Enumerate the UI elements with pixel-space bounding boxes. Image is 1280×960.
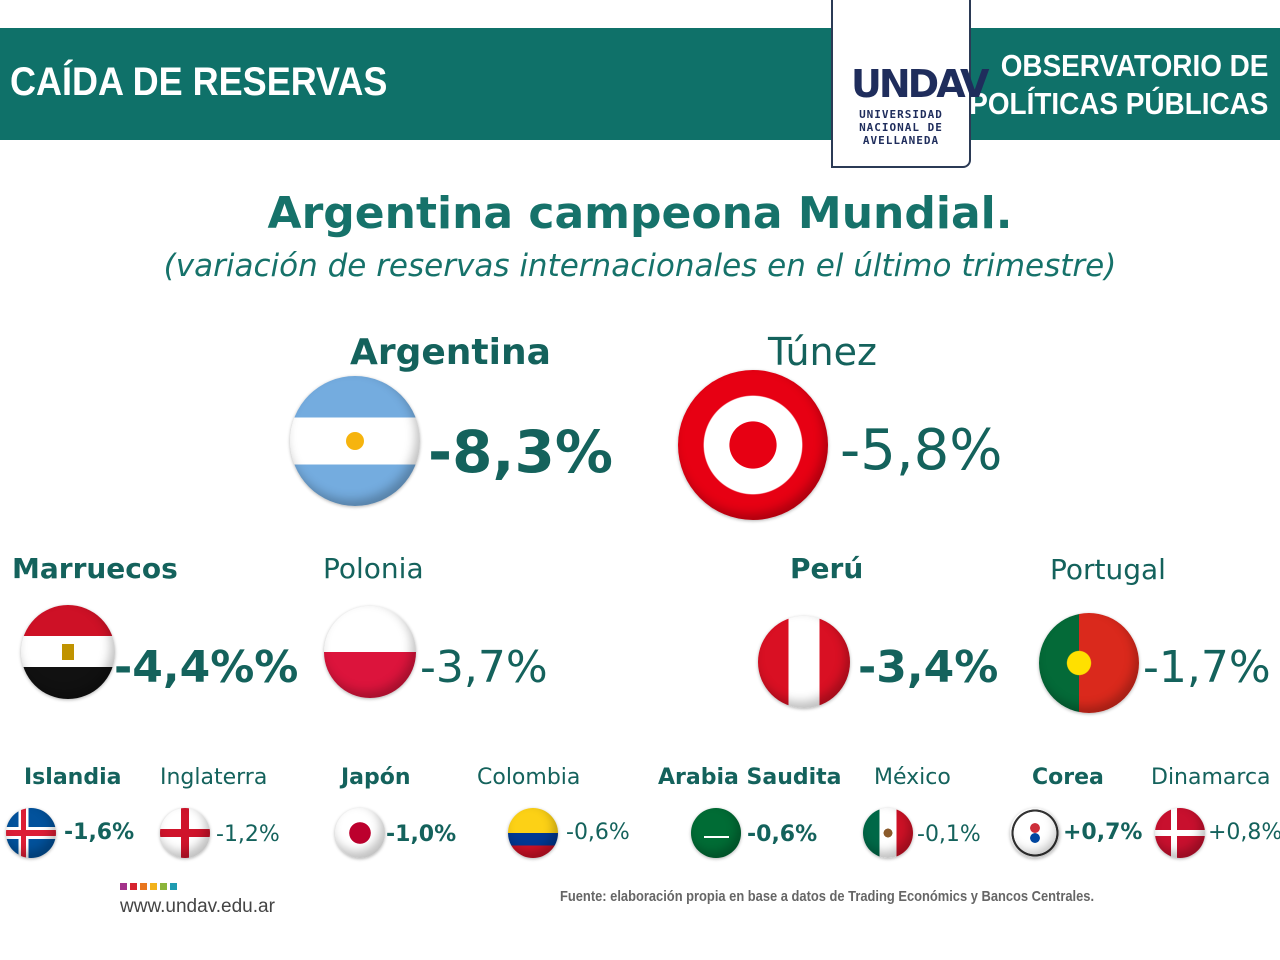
logo-line: AVELLANEDA (862, 134, 940, 147)
source-note: Fuente: elaboración propia en base a dat… (560, 888, 1095, 905)
reserve-variation-value: -1,6% (64, 820, 135, 845)
header-band-right (970, 28, 1280, 140)
header-band-left (0, 28, 832, 140)
country-name: Marruecos (12, 552, 178, 585)
logo-mark: UNDAV (851, 62, 989, 106)
portugal-flag-icon (1039, 613, 1139, 713)
logo-text: UNIVERSIDAD NACIONAL DE AVELLANEDA (833, 108, 969, 147)
country-name: Islandia (24, 765, 122, 790)
reserve-variation-value: -3,4% (858, 642, 999, 693)
subtitle: (variación de reservas internacionales e… (163, 248, 1117, 284)
country-name: Túnez (768, 330, 877, 374)
reserve-variation-value: +0,8% (1208, 820, 1280, 845)
argentina-flag-icon (290, 376, 420, 506)
england-flag-icon (160, 808, 210, 858)
colombia-flag-icon (508, 808, 558, 858)
country-name: Arabia Saudita (658, 765, 842, 790)
denmark-flag-icon (1155, 808, 1205, 858)
iceland-flag-icon (6, 808, 56, 858)
brand-dot (150, 883, 157, 890)
mexico-flag-icon (863, 808, 913, 858)
country-name: Corea (1032, 765, 1104, 790)
brand-dot (140, 883, 147, 890)
country-name: Japón (341, 765, 411, 790)
brand-dot (120, 883, 127, 890)
reserve-variation-value: -1,0% (386, 822, 457, 847)
poland-flag-icon (324, 606, 416, 698)
reserve-variation-value: -5,8% (840, 418, 1003, 483)
japan-flag-icon (335, 808, 385, 858)
brand-dot (130, 883, 137, 890)
observatory-line-2: POLÍTICAS PÚBLICAS (968, 86, 1268, 121)
page-title: CAÍDA DE RESERVAS (10, 60, 388, 104)
country-name: Polonia (323, 552, 424, 585)
country-name: Dinamarca (1151, 765, 1271, 790)
brand-dots (120, 883, 177, 890)
reserve-variation-value: -3,7% (420, 642, 548, 693)
observatory-line-1: OBSERVATORIO DE (1000, 48, 1268, 83)
peru-flag-icon (758, 616, 850, 708)
undav-logo: UNDAV UNIVERSIDAD NACIONAL DE AVELLANEDA (831, 0, 989, 168)
reserve-variation-value: -1,2% (216, 822, 280, 847)
logo-line: UNIVERSIDAD (859, 108, 943, 121)
reserve-variation-value: -4,4%% (114, 642, 299, 693)
country-name: Perú (790, 552, 864, 585)
country-name: Inglaterra (160, 765, 268, 790)
observatory-title: OBSERVATORIO DE POLÍTICAS PÚBLICAS (969, 47, 1268, 123)
reserve-variation-value: +0,7% (1063, 820, 1143, 845)
country-name: Argentina (350, 332, 551, 373)
tunisia-flag-icon (678, 370, 828, 520)
reserve-variation-value: -0,6% (566, 820, 630, 845)
brand-dot (160, 883, 167, 890)
country-name: Portugal (1050, 553, 1166, 586)
saudi-arabia-flag-icon (691, 808, 741, 858)
reserve-variation-value: -1,7% (1143, 642, 1271, 693)
korea-flag-icon (1010, 808, 1060, 858)
country-name: Colombia (477, 765, 581, 790)
brand-dot (170, 883, 177, 890)
website-link[interactable]: www.undav.edu.ar (120, 896, 275, 917)
egypt-flag-icon (21, 605, 115, 699)
reserve-variation-value: -8,3% (428, 418, 613, 486)
reserve-variation-value: -0,1% (917, 822, 981, 847)
logo-line: NACIONAL DE (859, 121, 943, 134)
headline: Argentina campeona Mundial. (267, 188, 1013, 239)
country-name: México (874, 765, 951, 790)
reserve-variation-value: -0,6% (747, 822, 818, 847)
